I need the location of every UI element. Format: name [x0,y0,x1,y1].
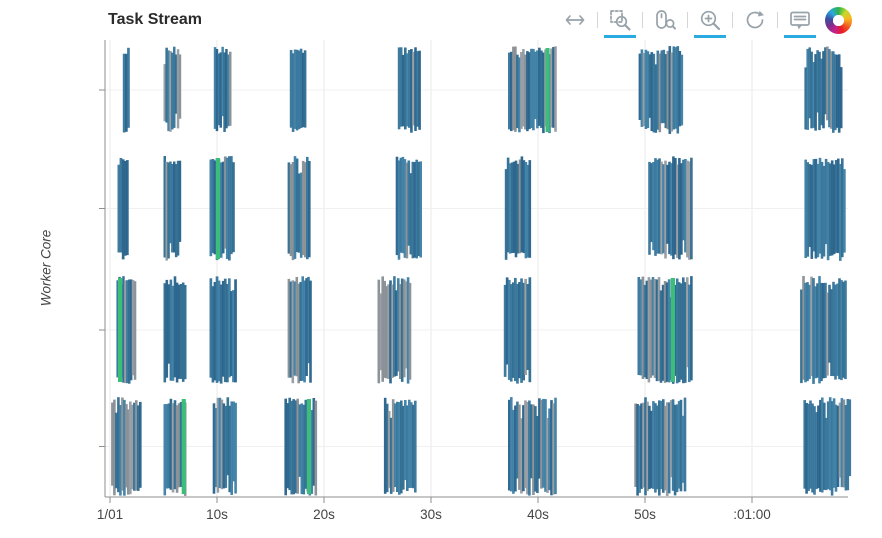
x-axis-tick-label: 20s [313,507,335,522]
reset-tool-button[interactable] [742,7,768,33]
zoom-in-tool-button[interactable] [694,7,726,38]
x-axis-tick-label: 1/01 [97,507,123,522]
x-axis-tick-label: 10s [206,507,228,522]
x-axis-tick-label: 30s [420,507,442,522]
y-axis-label: Worker Core [38,229,54,307]
circular-arrows-icon [746,10,764,29]
toolbar-separator [597,12,598,28]
toolbar-separator [642,12,643,28]
box-zoom-tool-button[interactable] [604,7,636,38]
magnifier-plus-icon [700,10,721,31]
pan-tool-button[interactable] [562,7,588,33]
magnifier-box-icon [610,10,631,31]
bokeh-toolbar [562,6,852,38]
toolbar-separator [687,12,688,28]
toolbar-separator [732,12,733,28]
toolbar-separator [777,12,778,28]
plot-title: Task Stream [108,11,202,28]
mouse-wheel-magnifier-icon [656,10,676,30]
wheel-zoom-tool-button[interactable] [652,7,678,33]
axes: 1/01 10s 20s 30s 40s 50s :01:00 [97,40,848,522]
speech-bubble-icon [790,11,810,30]
hover-tool-button[interactable] [784,7,816,38]
x-axis-tick-label: :01:00 [733,507,771,522]
arrows-horizontal-icon [565,15,585,25]
x-axis-tick-label: 40s [527,507,549,522]
x-axis-tick-label: 50s [634,507,656,522]
plot-header: Task Stream [0,0,882,38]
bokeh-logo-icon[interactable] [825,6,852,34]
task-bars [111,46,852,496]
